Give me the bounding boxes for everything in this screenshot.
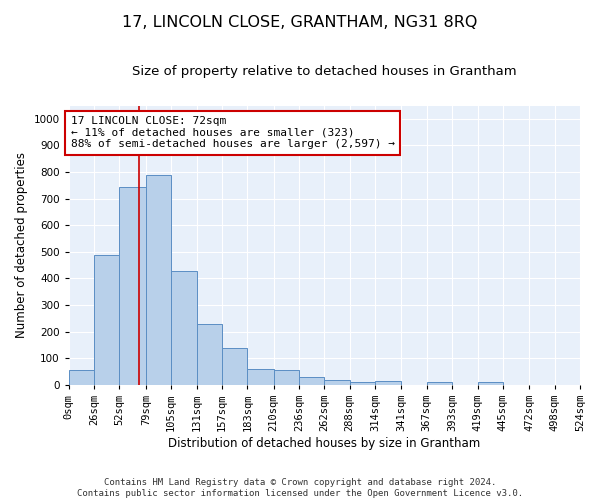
Bar — [375, 381, 401, 385]
Bar — [299, 377, 325, 385]
X-axis label: Distribution of detached houses by size in Grantham: Distribution of detached houses by size … — [168, 437, 481, 450]
Title: Size of property relative to detached houses in Grantham: Size of property relative to detached ho… — [132, 65, 517, 78]
Text: 17, LINCOLN CLOSE, GRANTHAM, NG31 8RQ: 17, LINCOLN CLOSE, GRANTHAM, NG31 8RQ — [122, 15, 478, 30]
Bar — [94, 254, 119, 385]
Bar — [325, 380, 350, 385]
Bar — [197, 324, 222, 385]
Bar — [478, 382, 503, 385]
Bar — [222, 348, 247, 385]
Text: 17 LINCOLN CLOSE: 72sqm
← 11% of detached houses are smaller (323)
88% of semi-d: 17 LINCOLN CLOSE: 72sqm ← 11% of detache… — [71, 116, 395, 150]
Bar — [274, 370, 299, 385]
Y-axis label: Number of detached properties: Number of detached properties — [15, 152, 28, 338]
Bar — [171, 270, 197, 385]
Bar — [146, 174, 171, 385]
Bar — [119, 186, 146, 385]
Bar — [69, 370, 94, 385]
Bar — [247, 369, 274, 385]
Bar — [350, 382, 375, 385]
Bar — [427, 382, 452, 385]
Text: Contains HM Land Registry data © Crown copyright and database right 2024.
Contai: Contains HM Land Registry data © Crown c… — [77, 478, 523, 498]
